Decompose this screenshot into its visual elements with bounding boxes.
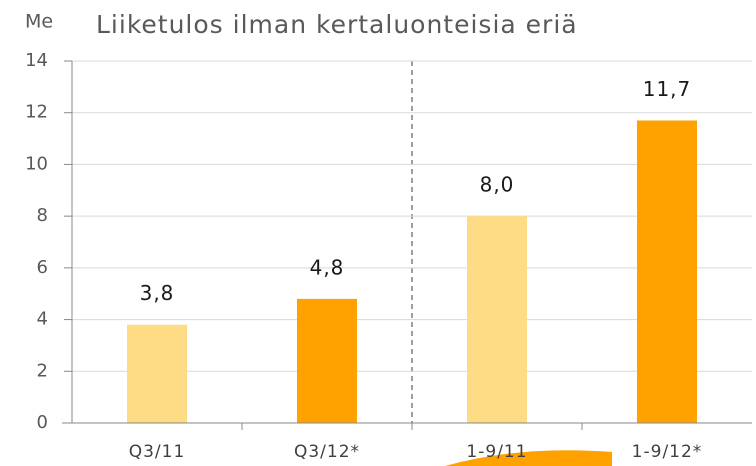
- chart-title: Liiketulos ilman kertaluonteisia eriä: [96, 10, 578, 39]
- bar: [297, 298, 357, 423]
- y-tick-label: 12: [25, 102, 48, 123]
- y-tick-label: 0: [37, 412, 48, 433]
- y-tick-label: 4: [37, 309, 48, 330]
- x-tick-label: Q3/11: [129, 442, 186, 462]
- x-tick-label: Q3/12*: [294, 442, 360, 462]
- bar: [467, 216, 527, 423]
- y-tick-label: 10: [25, 153, 48, 174]
- y-tick-label: 2: [37, 360, 48, 381]
- x-tick-label: 1-9/11: [466, 442, 527, 462]
- x-tick-label: 1-9/12*: [632, 442, 703, 462]
- value-label: 8,0: [480, 173, 515, 197]
- decoration: [445, 450, 612, 466]
- bar: [637, 120, 697, 423]
- y-axis-label: Me: [25, 11, 53, 33]
- y-tick-label: 14: [25, 50, 48, 71]
- y-tick-label: 8: [37, 205, 48, 226]
- value-label: 4,8: [310, 255, 345, 279]
- y-tick-label: 6: [37, 257, 48, 278]
- value-label: 11,7: [643, 77, 692, 101]
- bar: [127, 324, 187, 423]
- value-label: 3,8: [140, 281, 175, 305]
